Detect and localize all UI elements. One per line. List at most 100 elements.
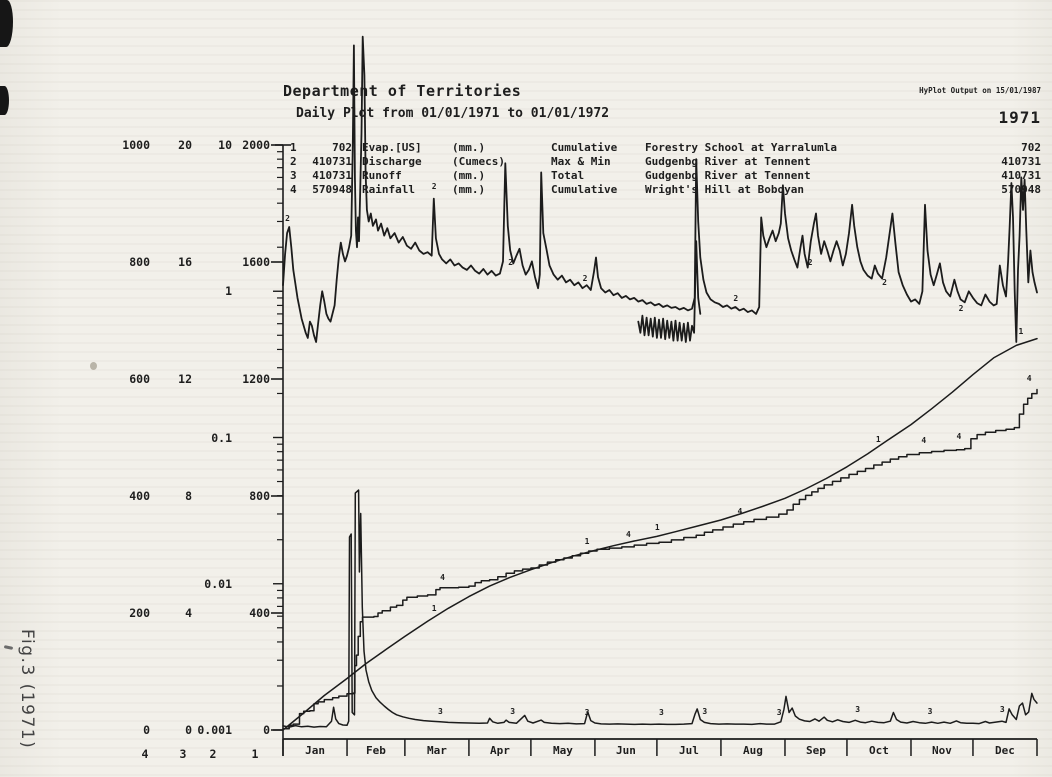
y-tick-label-axis3: 20 [178,138,192,152]
legend-series-unit: (Cumecs) [452,155,505,168]
y-tick-label-axis1: 2000 [242,138,270,152]
curve-number-annotation: 4 [625,530,631,540]
legend-station-name: Gudgenbg River at Tennent [645,155,811,168]
curve-number-annotation: 3 [776,707,782,717]
curve-number-annotation: 1 [1018,326,1024,336]
y-tick-label-axis1: 400 [249,606,270,620]
curve-number-annotation: 2 [285,213,290,223]
month-label-jan: Jan [305,744,325,757]
curve-number-annotation: 2 [807,257,813,267]
legend-series-unit: (mm.) [452,183,486,196]
month-label-mar: Mar [426,744,447,757]
curve-number-annotation: 3 [855,705,861,715]
legend-series-type: Total [551,169,585,182]
curve-number-annotation: 4 [440,572,445,582]
month-label-dec: Dec [995,744,1015,757]
curve-number-annotation: 3 [437,707,443,717]
month-label-feb: Feb [366,744,386,757]
month-label-jun: Jun [615,744,636,757]
figure-caption: Fig.3 (1971) [17,629,37,750]
month-label-may: May [552,744,573,757]
y-tick-label-axis4: 400 [129,489,150,503]
curve-number-annotation: 4 [921,436,927,446]
y-tick-label-axis2: 0.01 [204,576,232,591]
axis-number-label: 1 [251,747,259,761]
curve-number-annotation: 1 [875,434,881,444]
legend-station-name: Forestry School at Yarralumla [645,141,838,154]
legend-station-name: Wright's Hill at Boboyan [645,183,804,196]
legend-station-name: Gudgenbg River at Tennent [645,169,811,182]
curve-number-annotation: 3 [927,706,933,716]
y-tick-label-axis4: 1000 [122,138,150,152]
curve-number-annotation: 4 [956,432,962,442]
y-tick-label-axis3: 8 [185,489,192,503]
page-subtitle: Daily Plot from 01/01/1971 to 01/01/1972 [296,106,610,121]
y-tick-label-axis2: 1 [225,284,232,299]
legend-series-name: Discharge [362,155,422,168]
legend-station-id: 410731 [312,155,352,168]
month-label-aug: Aug [743,744,763,757]
curve-number-annotation: 2 [582,274,588,284]
legend-series-type: Max & Min [551,155,611,168]
month-label-apr: Apr [489,744,510,757]
legend-series-unit: (mm.) [452,141,486,154]
y-tick-label-axis1: 1600 [242,255,270,269]
y-tick-label-axis3: 16 [178,255,192,269]
axis-number-label: 4 [141,747,149,761]
legend-right-id: 410731 [1001,155,1041,168]
scan-smudge [0,86,9,115]
month-label-sep: Sep [806,744,826,757]
y-tick-label-axis2: 0.1 [211,430,232,445]
y-tick-label-axis2: 10 [218,138,232,152]
curve-number-annotation: 3 [659,708,664,718]
curve-number-annotation: 3 [510,707,516,717]
curve-number-annotation: 1 [584,537,590,547]
month-label-jul: Jul [678,744,699,757]
legend-series-name: Evap.[US] [362,141,422,154]
y-tick-label-axis4: 600 [129,372,150,386]
month-label-nov: Nov [932,744,952,757]
y-tick-label-axis4: 200 [129,606,150,620]
curve-number-annotation: 3 [999,705,1005,715]
y-tick-label-axis1: 0 [263,723,270,737]
scan-smudge [90,362,97,370]
page-title: Department of Territories [283,82,522,100]
y-tick-label-axis3: 12 [178,372,192,386]
legend-station-id: 702 [332,141,352,154]
curve-number-annotation: 4 [737,507,743,517]
axis-number-label: 2 [209,747,217,761]
curve-number-annotation: 3 [584,707,590,717]
y-tick-label-axis1: 800 [249,489,270,503]
curve-number-annotation: 2 [733,293,739,303]
legend-station-id: 410731 [312,169,352,182]
legend-series-type: Cumulative [551,141,618,154]
curve-number-annotation: 2 [882,278,887,288]
y-tick-label-axis4: 800 [129,255,150,269]
curve-number-annotation: 1 [431,604,437,614]
legend-series-type: Cumulative [551,183,618,196]
month-label-oct: Oct [869,744,889,757]
legend-series-name: Rainfall [362,183,415,196]
y-tick-label-axis4: 0 [143,723,150,737]
legend-right-id: 570948 [1001,183,1041,196]
curve-number-annotation: 1 [654,523,660,533]
year-label: 1971 [998,108,1041,127]
legend-station-id: 570948 [312,183,352,196]
axis-number-label: 3 [179,747,187,761]
curve-number-annotation: 3 [702,706,708,716]
curve-number-annotation: 2 [431,181,437,191]
legend-series-unit: (mm.) [452,169,486,182]
output-note: HyPlot Output on 15/01/1987 [919,86,1041,95]
y-tick-label-axis3: 4 [185,606,192,620]
scan-smudge [0,0,13,47]
legend-right-id: 410731 [1001,169,1041,182]
y-tick-label-axis3: 0 [185,723,192,737]
curve-number-annotation: 4 [1026,373,1032,383]
legend-right-id: 702 [1021,141,1041,154]
y-tick-label-axis1: 1200 [242,372,270,386]
curve-number-annotation: 2 [508,257,514,267]
legend-series-name: Runoff [362,169,402,182]
y-tick-label-axis2: 0.001 [197,723,232,737]
